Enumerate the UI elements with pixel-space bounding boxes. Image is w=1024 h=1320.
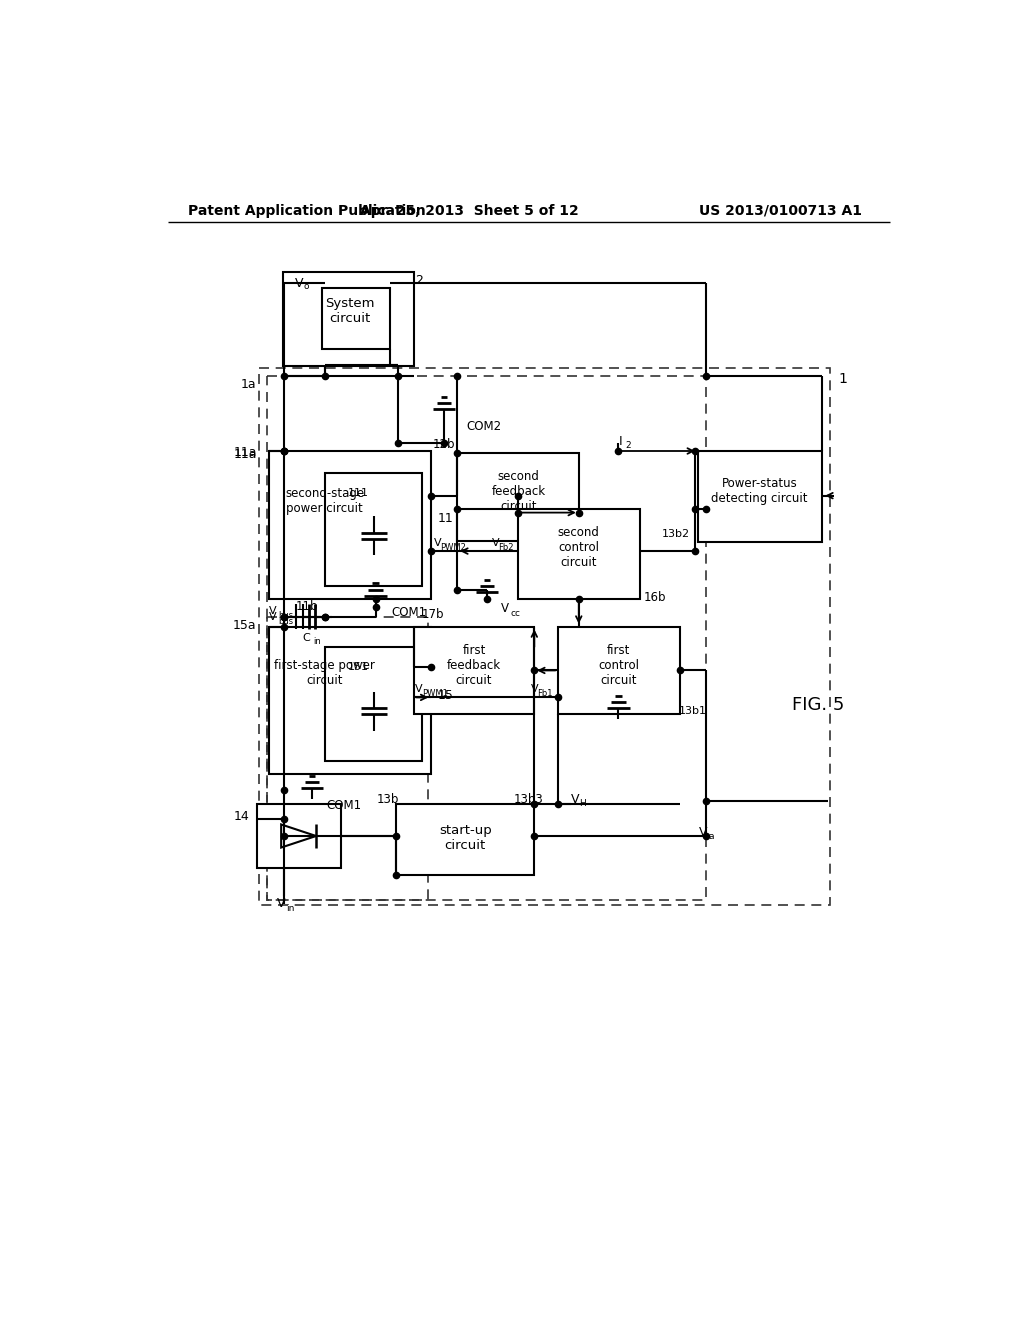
- Text: 16b: 16b: [644, 591, 667, 603]
- Text: C: C: [302, 634, 309, 643]
- Text: in: in: [313, 638, 322, 647]
- Text: in: in: [286, 904, 294, 913]
- Bar: [325, 473, 422, 586]
- Text: start-up
circuit: start-up circuit: [439, 824, 492, 851]
- Text: 13b1: 13b1: [679, 706, 707, 717]
- Text: 11a: 11a: [233, 449, 257, 462]
- Text: 11: 11: [437, 512, 454, 525]
- Text: 13b2: 13b2: [662, 529, 690, 539]
- Text: 12b: 12b: [432, 438, 455, 451]
- Text: I: I: [618, 436, 622, 449]
- Text: System
circuit: System circuit: [326, 297, 375, 325]
- Bar: [269, 451, 431, 599]
- Bar: [259, 368, 830, 906]
- Bar: [458, 453, 579, 541]
- Text: 151: 151: [347, 661, 369, 672]
- Bar: [518, 508, 640, 599]
- Bar: [414, 627, 535, 714]
- Text: 13b3: 13b3: [514, 792, 544, 805]
- Text: Patent Application Publication: Patent Application Publication: [187, 203, 425, 218]
- Bar: [323, 288, 390, 350]
- Bar: [269, 627, 431, 775]
- Text: Fb2: Fb2: [498, 543, 513, 552]
- Text: 11a: 11a: [233, 446, 257, 459]
- Text: H: H: [580, 799, 587, 808]
- Text: cc: cc: [511, 609, 520, 618]
- Text: Apr. 25, 2013  Sheet 5 of 12: Apr. 25, 2013 Sheet 5 of 12: [359, 203, 579, 218]
- Text: COM2: COM2: [466, 420, 501, 433]
- Text: V: V: [278, 898, 286, 911]
- Bar: [325, 647, 422, 762]
- Text: US 2013/0100713 A1: US 2013/0100713 A1: [699, 203, 862, 218]
- Text: V: V: [416, 684, 423, 694]
- Bar: [697, 451, 822, 541]
- Text: first-stage power
circuit: first-stage power circuit: [274, 659, 375, 686]
- Text: V: V: [433, 539, 441, 548]
- Text: PWM2: PWM2: [440, 543, 466, 552]
- Text: 111: 111: [347, 488, 369, 499]
- Text: V: V: [699, 825, 708, 838]
- Text: 15a: 15a: [232, 619, 257, 632]
- Text: 2: 2: [626, 441, 631, 450]
- Text: first
feedback
circuit: first feedback circuit: [446, 644, 501, 686]
- Text: second
feedback
circuit: second feedback circuit: [492, 470, 546, 512]
- Text: COM1: COM1: [327, 799, 361, 812]
- Bar: [267, 616, 428, 900]
- Text: V: V: [269, 611, 276, 622]
- Text: 1: 1: [839, 372, 847, 387]
- Text: second-stage
power circuit: second-stage power circuit: [286, 487, 365, 515]
- Text: 1a: 1a: [241, 378, 257, 391]
- Text: V: V: [492, 539, 499, 548]
- Text: PWM1: PWM1: [422, 689, 447, 698]
- Text: bus: bus: [278, 611, 293, 620]
- Text: 13b: 13b: [377, 792, 399, 805]
- Text: 17b: 17b: [422, 607, 444, 620]
- Text: o: o: [303, 282, 309, 292]
- Text: first
control
circuit: first control circuit: [598, 644, 639, 686]
- Bar: [558, 627, 680, 714]
- Text: 15: 15: [437, 689, 454, 702]
- Text: V: V: [295, 277, 303, 289]
- Bar: [267, 376, 706, 900]
- Text: 11b: 11b: [296, 601, 318, 612]
- Text: FIG. 5: FIG. 5: [793, 696, 845, 714]
- Text: a: a: [709, 833, 714, 841]
- Text: V: V: [501, 602, 509, 615]
- Text: V: V: [531, 684, 539, 694]
- Bar: [283, 272, 414, 367]
- Text: bus: bus: [278, 616, 293, 626]
- Text: second
control
circuit: second control circuit: [558, 525, 600, 569]
- Text: Fb1: Fb1: [538, 689, 553, 698]
- Text: V: V: [269, 606, 276, 615]
- Bar: [396, 804, 535, 874]
- Text: V: V: [570, 792, 580, 805]
- Text: 2: 2: [416, 273, 423, 286]
- Text: Power-status
detecting circuit: Power-status detecting circuit: [712, 477, 808, 506]
- Text: 14: 14: [233, 810, 250, 824]
- Bar: [257, 804, 341, 869]
- Text: COM1: COM1: [391, 606, 427, 619]
